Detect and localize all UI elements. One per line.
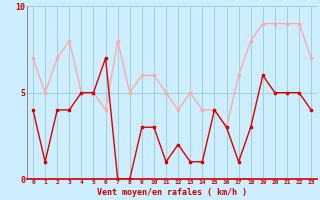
X-axis label: Vent moyen/en rafales ( km/h ): Vent moyen/en rafales ( km/h ) xyxy=(97,188,247,197)
